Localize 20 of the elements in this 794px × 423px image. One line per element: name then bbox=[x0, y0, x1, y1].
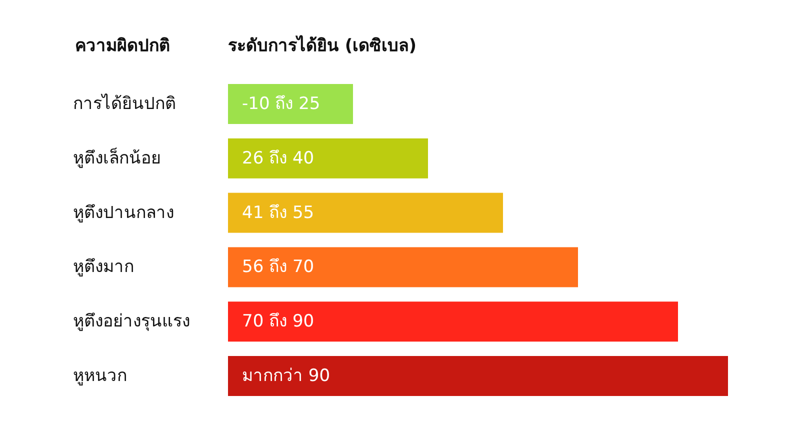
y-tick-label: หูตึงมาก bbox=[73, 257, 134, 278]
y-axis-title: ความผิดปกติ bbox=[75, 36, 170, 56]
data-label: 26 ถึง 40 bbox=[242, 148, 314, 168]
y-tick-label: หูตึงเล็กน้อย bbox=[73, 146, 161, 168]
y-tick-label: หูตึงอย่างรุนแรง bbox=[73, 312, 190, 332]
data-label: มากกว่า 90 bbox=[242, 366, 330, 386]
bar bbox=[228, 138, 428, 178]
y-tick-label: หูตึงปานกลาง bbox=[73, 202, 174, 223]
y-tick-label: หูหนวก bbox=[73, 366, 127, 386]
data-label: 56 ถึง 70 bbox=[242, 257, 314, 278]
bar bbox=[228, 84, 353, 124]
bar bbox=[228, 302, 678, 342]
data-label: 41 ถึง 55 bbox=[242, 202, 314, 223]
data-label: -10 ถึง 25 bbox=[242, 94, 320, 114]
data-label: 70 ถึง 90 bbox=[242, 312, 314, 332]
x-axis-title: ระดับการได้ยิน (เดซิเบล) bbox=[228, 35, 416, 56]
y-tick-label: การได้ยินปกติ bbox=[73, 93, 176, 114]
bar bbox=[228, 192, 503, 233]
bar bbox=[228, 247, 578, 288]
bar bbox=[228, 356, 728, 396]
